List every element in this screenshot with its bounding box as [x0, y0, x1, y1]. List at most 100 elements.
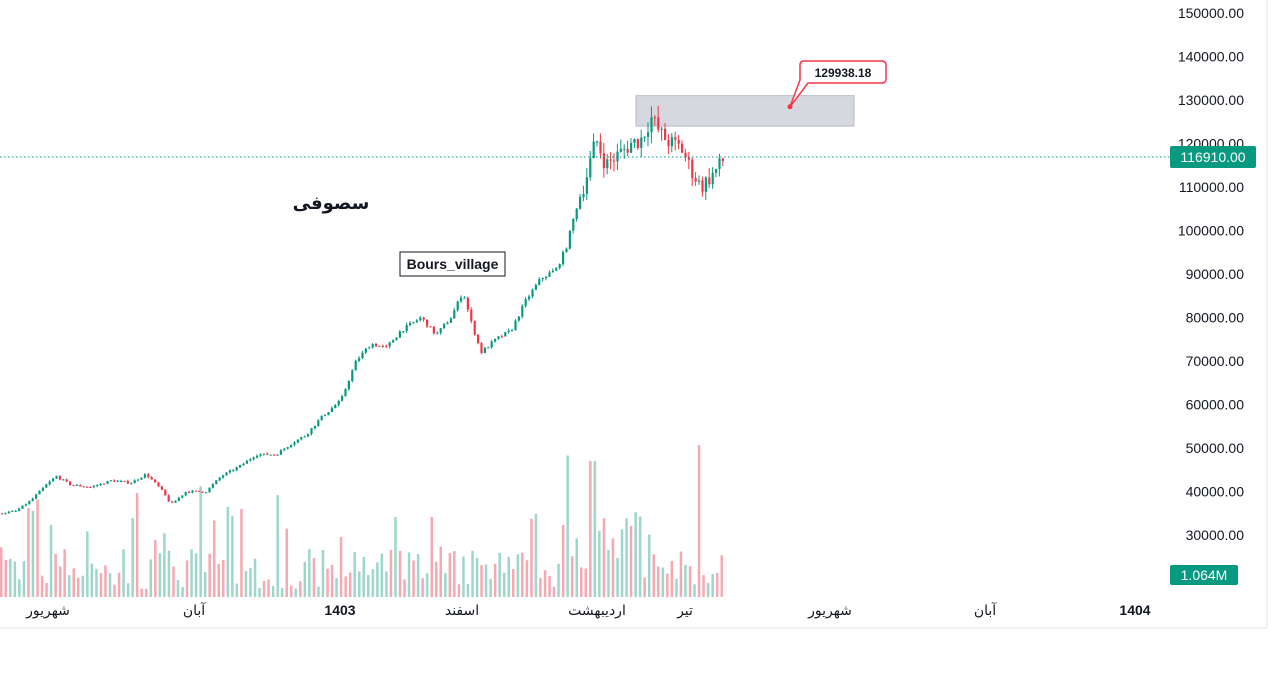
volume-bar	[344, 576, 347, 597]
volume-bar	[666, 573, 669, 597]
candle-body	[521, 305, 524, 317]
candle-body	[358, 358, 361, 361]
candle-body	[269, 454, 272, 456]
annotation-callout	[789, 60, 887, 108]
y-tick-label: 70000.00	[1186, 353, 1245, 369]
candle-body	[463, 297, 466, 299]
candle-body	[375, 344, 378, 347]
volume-bar	[466, 583, 470, 597]
volume-bar	[122, 549, 125, 597]
candle-body	[137, 479, 140, 481]
volume-bar	[95, 568, 98, 597]
candle-body	[123, 481, 126, 482]
candle-body	[239, 465, 242, 468]
candle-body	[490, 341, 493, 348]
candle-body	[392, 340, 395, 343]
candle-body	[609, 159, 612, 161]
candle-body	[643, 136, 646, 138]
volume-bar	[113, 584, 116, 597]
candle-body	[718, 158, 721, 169]
volume-bar	[561, 524, 565, 597]
candle-body	[113, 480, 116, 482]
volume-bar	[684, 565, 687, 597]
volume-bar	[444, 573, 447, 597]
volume-bar	[145, 588, 148, 597]
volume-bar	[507, 556, 510, 597]
volume-bar	[498, 552, 501, 597]
candle-body	[58, 476, 61, 480]
candle-body	[133, 480, 136, 484]
candle-body	[721, 158, 724, 162]
candle-body	[456, 301, 459, 311]
volume-bar	[326, 568, 329, 597]
candle-body	[636, 139, 639, 148]
watermark-label: Bours_village	[407, 256, 499, 272]
volume-bar	[679, 551, 683, 597]
volume-bar	[22, 561, 26, 597]
candle-body	[388, 342, 391, 347]
volume-bar	[68, 575, 71, 597]
volume-badge	[1170, 565, 1238, 585]
volume-bar	[244, 571, 248, 597]
candle-body	[347, 381, 350, 390]
candle-body	[698, 180, 701, 182]
candle-body	[116, 481, 119, 483]
candle-body	[633, 139, 636, 143]
volume-bar	[593, 461, 597, 597]
volume-bar	[693, 584, 696, 597]
candle-body	[660, 128, 663, 130]
candle-body	[317, 420, 320, 426]
candle-body	[422, 317, 425, 320]
candle-body	[395, 337, 398, 341]
volume-bar	[54, 553, 57, 597]
candle-body	[548, 272, 551, 277]
y-tick-label: 130000.00	[1178, 92, 1244, 108]
volume-bar	[299, 581, 302, 597]
candle-body	[674, 137, 677, 140]
candle-body	[198, 490, 201, 492]
volume-bar	[389, 550, 393, 597]
volume-bar	[45, 582, 48, 597]
candle-body	[517, 316, 520, 321]
y-tick-label: 110000.00	[1179, 179, 1244, 195]
volume-bar	[376, 562, 379, 597]
volume-bar	[0, 547, 3, 597]
volume-bar	[303, 562, 307, 597]
volume-bar	[416, 554, 420, 597]
volume-bar	[190, 549, 193, 597]
volume-bar	[217, 564, 220, 597]
candle-body	[188, 492, 191, 493]
last-price-badge	[1170, 145, 1256, 168]
volume-bar	[697, 445, 701, 597]
y-tick-label: 80000.00	[1186, 310, 1245, 326]
candle-body	[657, 117, 660, 130]
volume-bar	[108, 573, 112, 597]
x-tick-label: تیر	[676, 602, 693, 619]
volume-bar	[126, 583, 130, 597]
candle-body	[177, 497, 180, 501]
candle-body	[307, 434, 310, 437]
volume-bar	[530, 518, 533, 597]
volume-bar	[521, 552, 524, 597]
candle-body	[402, 331, 405, 333]
candle-body	[650, 117, 653, 133]
candle-body	[511, 330, 514, 332]
volume-bar	[480, 565, 483, 597]
candle-body	[89, 487, 92, 488]
candle-body	[565, 248, 568, 253]
candle-body	[483, 347, 486, 353]
candle-body	[426, 319, 429, 327]
candle-body	[65, 479, 68, 482]
candle-body	[599, 141, 602, 154]
candle-body	[623, 148, 626, 150]
y-tick-label: 140000.00	[1178, 49, 1244, 65]
volume-bar	[348, 572, 352, 597]
candle-body	[477, 334, 480, 343]
candle-body	[86, 486, 89, 488]
volume-bar	[711, 574, 714, 597]
volume-bar	[607, 549, 610, 597]
candle-body	[555, 268, 558, 271]
candle-body	[164, 489, 167, 496]
volume-bar	[31, 510, 35, 597]
volume-bar	[493, 563, 497, 597]
